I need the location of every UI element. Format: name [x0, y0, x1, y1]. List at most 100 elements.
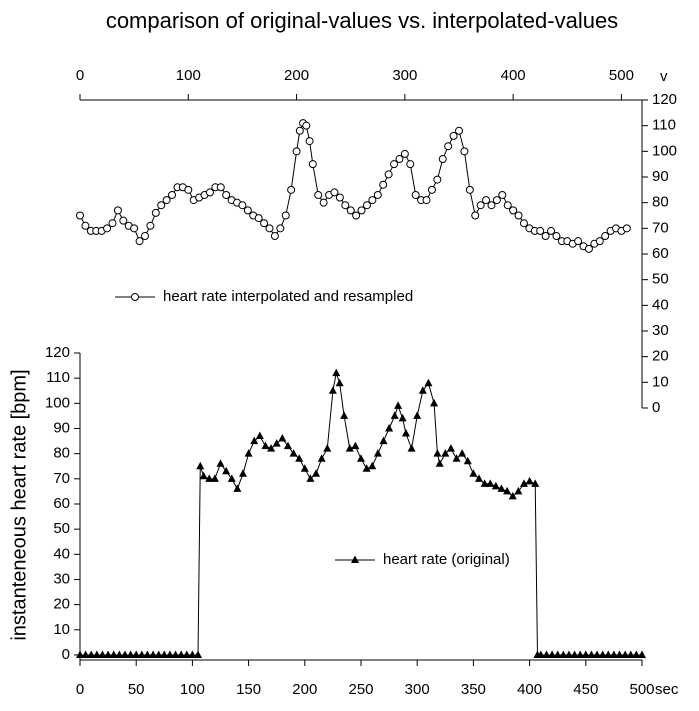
data-point	[441, 449, 450, 457]
data-point	[143, 650, 152, 658]
data-point	[433, 449, 442, 457]
data-point	[519, 479, 528, 487]
data-point	[357, 454, 365, 462]
data-point	[491, 481, 500, 490]
data-point	[98, 650, 107, 658]
y-tick-label: 40	[53, 545, 70, 562]
data-point	[400, 149, 409, 158]
data-point	[126, 650, 135, 658]
y-tick-label: 100	[652, 142, 677, 159]
data-point	[222, 466, 231, 475]
data-point	[216, 183, 225, 192]
data-point	[469, 469, 478, 477]
data-point	[341, 201, 350, 210]
data-point	[87, 650, 96, 658]
data-point	[604, 650, 613, 658]
y-tick-label: 30	[53, 570, 70, 587]
data-point	[295, 454, 304, 462]
data-point	[395, 155, 404, 164]
data-point	[351, 441, 360, 450]
data-point	[626, 650, 635, 658]
data-point	[216, 459, 225, 467]
data-point	[346, 206, 355, 215]
data-point	[332, 368, 341, 377]
data-point	[452, 454, 461, 462]
data-point	[394, 401, 403, 409]
data-point	[250, 436, 259, 445]
data-point	[536, 226, 545, 235]
data-point	[593, 650, 602, 658]
data-point	[373, 190, 382, 199]
data-point	[595, 237, 604, 246]
data-point	[368, 196, 377, 205]
data-point	[390, 160, 399, 169]
data-point	[119, 216, 128, 225]
data-point	[76, 211, 84, 220]
data-point	[137, 650, 146, 658]
data-point	[103, 224, 112, 233]
data-point	[476, 201, 485, 210]
data-point	[574, 237, 583, 246]
data-point	[362, 464, 371, 472]
data-point	[196, 461, 205, 470]
y-tick-label: 70	[652, 219, 669, 236]
data-point	[482, 196, 491, 205]
y-tick-label: 80	[53, 445, 70, 462]
y-tick-label: 110	[652, 117, 676, 134]
data-point	[151, 208, 160, 217]
data-point	[283, 441, 292, 450]
x-tick-label: 200	[292, 681, 317, 698]
data-point	[559, 650, 568, 658]
data-point	[340, 411, 349, 419]
data-point	[302, 121, 311, 130]
data-point	[433, 175, 442, 184]
data-point	[406, 160, 415, 169]
data-point	[81, 221, 90, 230]
legend-marker	[131, 293, 139, 301]
y-tick-label: 90	[652, 168, 669, 185]
data-point	[272, 439, 281, 447]
data-point	[335, 193, 344, 202]
data-point	[287, 185, 296, 194]
y-tick-label: 100	[45, 394, 70, 411]
data-point	[418, 386, 427, 394]
data-point	[244, 449, 253, 457]
data-point	[587, 650, 596, 658]
x-tick-label: 100	[180, 681, 205, 698]
data-point	[471, 211, 480, 220]
data-point	[254, 214, 263, 223]
data-point	[305, 137, 314, 146]
x-tick-label: 450	[573, 681, 598, 698]
data-point	[177, 650, 186, 658]
data-line	[80, 371, 642, 656]
data-point	[319, 198, 328, 207]
data-point	[427, 185, 436, 194]
data-line	[79, 122, 628, 250]
data-point	[162, 196, 171, 205]
data-point	[379, 180, 388, 189]
x-axis-label: sec	[655, 681, 679, 698]
data-point	[609, 650, 618, 658]
data-point	[265, 224, 274, 233]
y-tick-label: 10	[53, 621, 70, 638]
data-point	[227, 474, 236, 482]
x-tick-label: 0	[76, 67, 84, 84]
x-tick-label: 400	[517, 681, 542, 698]
data-point	[435, 459, 444, 467]
data-point	[487, 201, 496, 210]
data-point	[188, 650, 197, 658]
data-point	[335, 378, 344, 387]
y-tick-label: 60	[652, 245, 669, 262]
data-point	[323, 444, 332, 452]
data-point	[430, 398, 439, 407]
y-tick-label: 90	[53, 419, 70, 436]
data-point	[205, 474, 214, 482]
data-point	[300, 464, 309, 472]
data-point	[205, 188, 214, 197]
data-point	[541, 232, 550, 241]
y-tick-label: 60	[53, 495, 70, 512]
data-point	[210, 474, 219, 482]
data-point	[140, 232, 149, 241]
y-tick-label: 0	[62, 646, 70, 663]
